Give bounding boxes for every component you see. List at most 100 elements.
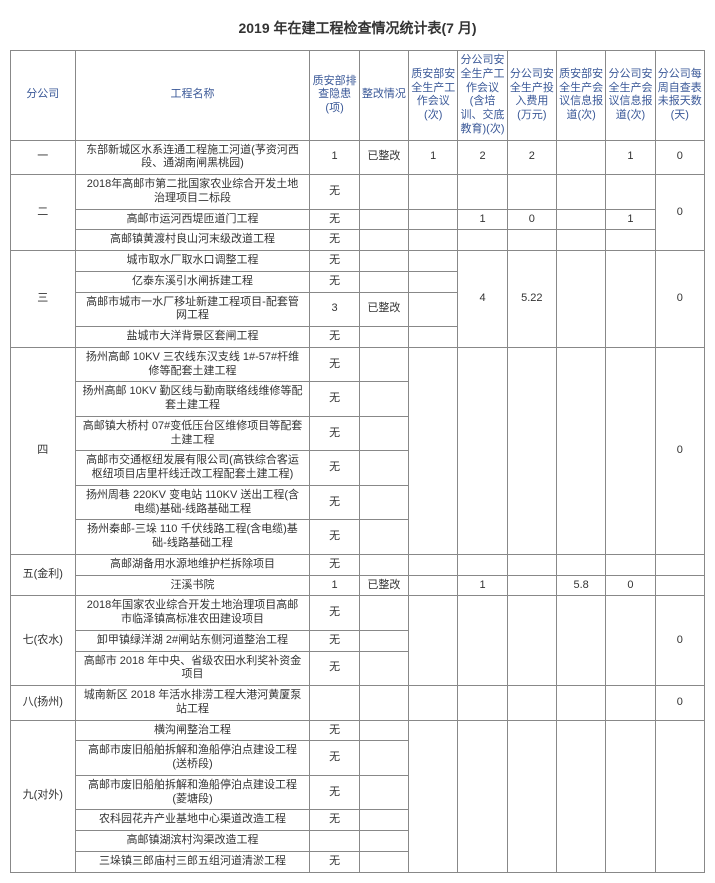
cell-c2: 无 — [310, 209, 359, 230]
cell-c6 — [507, 347, 556, 554]
cell-c2: 无 — [310, 451, 359, 486]
cell-c2: 1 — [310, 575, 359, 596]
cell-c3 — [359, 831, 408, 852]
project-cell: 城南新区 2018 年活水排涝工程大港河黄厦泵站工程 — [75, 686, 310, 721]
project-cell: 农科园花卉产业基地中心渠道改造工程 — [75, 810, 310, 831]
cell-c8 — [606, 720, 655, 872]
cell-c7 — [556, 347, 605, 554]
project-cell: 扬州高邮 10KV 三农线东汉支线 1#-57#杆维修等配套土建工程 — [75, 347, 310, 382]
h-c3: 整改情况 — [359, 51, 408, 141]
cell-c2: 无 — [310, 327, 359, 348]
cell-c3 — [359, 416, 408, 451]
company-cell: 五(金利) — [11, 554, 76, 596]
project-cell: 高邮市废旧船舶拆解和渔船停泊点建设工程(送桥段) — [75, 741, 310, 776]
cell-c5: 1 — [458, 575, 507, 596]
header-row: 分公司 工程名称 质安部排查隐患(项) 整改情况 质安部安全生产工作会议(次) … — [11, 51, 705, 141]
project-cell: 2018年国家农业综合开发土地治理项目高邮市临泽镇高标准农田建设项目 — [75, 596, 310, 631]
cell-c4 — [409, 175, 458, 210]
table-row: 八(扬州)城南新区 2018 年活水排涝工程大港河黄厦泵站工程 0 — [11, 686, 705, 721]
cell-c3 — [359, 851, 408, 872]
cell-c3 — [359, 175, 408, 210]
cell-c9: 0 — [655, 686, 704, 721]
cell-c8: 0 — [606, 575, 655, 596]
project-cell: 横沟闸整治工程 — [75, 720, 310, 741]
cell-c2: 无 — [310, 651, 359, 686]
cell-c9 — [655, 554, 704, 575]
project-cell: 高邮镇湖滨村沟渠改造工程 — [75, 831, 310, 852]
cell-c4 — [409, 575, 458, 596]
project-cell: 2018年高邮市第二批国家农业综合开发土地治理项目二标段 — [75, 175, 310, 210]
cell-c9: 0 — [655, 251, 704, 348]
cell-c3 — [359, 741, 408, 776]
cell-c3: 已整改 — [359, 140, 408, 175]
cell-c6: 2 — [507, 140, 556, 175]
cell-c8 — [606, 251, 655, 348]
cell-c9: 0 — [655, 175, 704, 251]
cell-c4 — [409, 230, 458, 251]
cell-c8: 1 — [606, 209, 655, 230]
table-row: 九(对外)横沟闸整治工程无 — [11, 720, 705, 741]
cell-c6 — [507, 686, 556, 721]
cell-c4 — [409, 554, 458, 575]
h-project: 工程名称 — [75, 51, 310, 141]
h-c5: 分公司安全生产工作会议(含培训、交底教育)(次) — [458, 51, 507, 141]
project-cell: 亿泰东溪引水闸拆建工程 — [75, 271, 310, 292]
cell-c3 — [359, 630, 408, 651]
cell-c7 — [556, 209, 605, 230]
project-cell: 高邮市废旧船舶拆解和渔船停泊点建设工程(菱塘段) — [75, 775, 310, 810]
h-c6: 分公司安全生产投入费用(万元) — [507, 51, 556, 141]
project-cell: 三垛镇三郎庙村三郎五组河道清淤工程 — [75, 851, 310, 872]
company-cell: 一 — [11, 140, 76, 175]
cell-c5: 4 — [458, 251, 507, 348]
cell-c5 — [458, 686, 507, 721]
cell-c3 — [359, 327, 408, 348]
cell-c3 — [359, 209, 408, 230]
cell-c2: 无 — [310, 741, 359, 776]
cell-c7 — [556, 230, 605, 251]
cell-c5: 2 — [458, 140, 507, 175]
cell-c3 — [359, 686, 408, 721]
cell-c7 — [556, 596, 605, 686]
project-cell: 城市取水厂取水口调整工程 — [75, 251, 310, 272]
cell-c4 — [409, 596, 458, 686]
h-c2: 质安部排查隐患(项) — [310, 51, 359, 141]
cell-c5 — [458, 720, 507, 872]
cell-c2: 无 — [310, 271, 359, 292]
table-row: 四扬州高邮 10KV 三农线东汉支线 1#-57#杆维修等配套土建工程无0 — [11, 347, 705, 382]
cell-c3 — [359, 520, 408, 555]
cell-c3 — [359, 775, 408, 810]
cell-c3 — [359, 485, 408, 520]
project-cell: 高邮镇黄渡村良山河末级改道工程 — [75, 230, 310, 251]
cell-c5 — [458, 554, 507, 575]
cell-c5 — [458, 175, 507, 210]
cell-c4 — [409, 251, 458, 272]
cell-c8 — [606, 175, 655, 210]
company-cell: 三 — [11, 251, 76, 348]
cell-c6 — [507, 575, 556, 596]
company-cell: 七(农水) — [11, 596, 76, 686]
cell-c3 — [359, 451, 408, 486]
company-cell: 八(扬州) — [11, 686, 76, 721]
company-cell: 九(对外) — [11, 720, 76, 872]
cell-c3: 已整改 — [359, 575, 408, 596]
table-row: 一东部新城区水系连通工程施工河道(芧资河西段、通湖南闸黑桃园)1已整改12210 — [11, 140, 705, 175]
table-row: 七(农水)2018年国家农业综合开发土地治理项目高邮市临泽镇高标准农田建设项目无… — [11, 596, 705, 631]
project-cell: 高邮市交通枢纽发展有限公司(高铁综合客运枢纽项目店里杆线迁改工程配套土建工程) — [75, 451, 310, 486]
project-cell: 高邮市城市一水厂移址新建工程项目-配套管网工程 — [75, 292, 310, 327]
cell-c2: 无 — [310, 630, 359, 651]
cell-c3 — [359, 271, 408, 292]
project-cell: 扬州周巷 220KV 变电站 110KV 送出工程(含电缆)基础-线路基础工程 — [75, 485, 310, 520]
cell-c3 — [359, 720, 408, 741]
project-cell: 高邮镇大桥村 07#变低压台区维修项目等配套土建工程 — [75, 416, 310, 451]
cell-c8 — [606, 596, 655, 686]
cell-c9: 0 — [655, 347, 704, 554]
cell-c5 — [458, 596, 507, 686]
cell-c2: 3 — [310, 292, 359, 327]
h-c9: 分公司每周自查表未报天数(天) — [655, 51, 704, 141]
cell-c7 — [556, 720, 605, 872]
cell-c8 — [606, 230, 655, 251]
cell-c2: 无 — [310, 851, 359, 872]
cell-c3 — [359, 651, 408, 686]
project-cell: 扬州高邮 10KV 勤区线与勤南联络线维修等配套土建工程 — [75, 382, 310, 417]
cell-c6 — [507, 554, 556, 575]
